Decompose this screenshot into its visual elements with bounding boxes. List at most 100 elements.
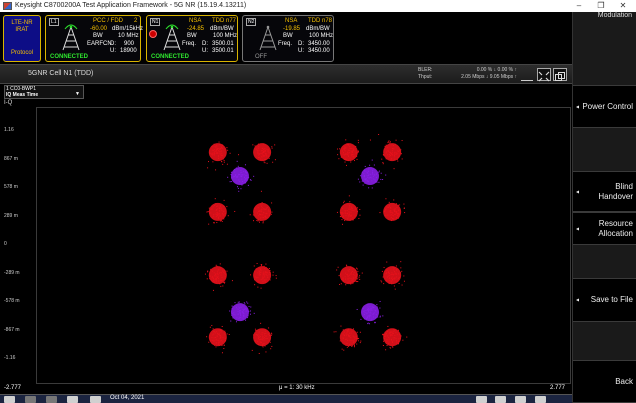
cell-power: -60.00: [90, 26, 108, 32]
constellation-point: [379, 198, 406, 222]
restore-button[interactable]: ❐: [597, 1, 605, 10]
selector-line1: 1 CC0-BWP1: [6, 86, 37, 92]
constellation-point: [206, 198, 236, 225]
cell-mode: NSA: [285, 18, 298, 24]
settings-icon[interactable]: [535, 396, 546, 403]
bw-value: 10 MHz: [118, 33, 139, 39]
bler-value: 0.00 % ↓ 0.00 % ↑: [476, 67, 517, 73]
softkey-label: Power Control: [582, 101, 633, 111]
minimize-button[interactable]: –: [576, 1, 582, 10]
antenna-tower-icon: [62, 24, 80, 51]
y-tick-label: -578 m: [4, 298, 20, 304]
cell-n1-box[interactable]: N1 NSA TDD n77 -24.85 dBm/BW BW 100 MHz …: [146, 15, 238, 62]
earfcn-label: EARFCN: [87, 41, 112, 47]
bw-label: BW: [93, 33, 103, 39]
save-to-file-softkey[interactable]: ◂ Save to File: [573, 278, 636, 322]
cell-tag: L1: [49, 18, 59, 26]
cell-band: TDD n77: [212, 18, 237, 24]
submenu-arrow-icon: ◂: [576, 226, 580, 232]
constellation-point: [252, 143, 276, 164]
y-tick-label: 289 m: [4, 212, 18, 219]
y-tick-label: 1.16: [4, 127, 14, 133]
folder-icon[interactable]: [67, 396, 78, 403]
cell-l1-box[interactable]: L1 PCC / FDD 2 -60.00 dBm/15kHz BW 10 MH…: [45, 15, 143, 62]
constellation-point: [207, 141, 240, 171]
dl-value: 3450.00: [308, 41, 330, 47]
cell-n2-box[interactable]: N2 NSA TDD n78 -19.85 dBm/BW BW 100 MHz …: [242, 15, 334, 62]
cell-head: PCC / FDD: [93, 18, 123, 24]
dl-label: D:: [110, 41, 116, 47]
power-control-softkey[interactable]: ◂ Power Control: [573, 85, 636, 128]
graph-selector-dropdown[interactable]: 1 CC0-BWP1 IQ Meas Time ▼: [4, 85, 84, 99]
panel-title: Modulation: [597, 12, 632, 19]
constellation-point: [227, 160, 255, 192]
layout-icon[interactable]: [515, 396, 526, 403]
submenu-arrow-icon: ◂: [576, 104, 580, 110]
softkey-label: Blind Handover: [598, 181, 633, 201]
iq-constellation-svg: [204, 134, 408, 354]
rat-protocol-button[interactable]: LTE-NR IRAT Protocol: [3, 15, 41, 62]
date-label: Oct 04, 2021: [110, 395, 145, 401]
start-icon[interactable]: [4, 396, 15, 403]
pause-icon[interactable]: [476, 396, 487, 403]
submenu-arrow-icon: ◂: [576, 297, 580, 304]
ul-value: 18900: [120, 48, 137, 54]
selector-line2: IQ Meas Time: [6, 92, 39, 98]
constellation-point: [369, 134, 403, 170]
data-series-red: [204, 134, 408, 354]
cell-status-header: LTE-NR IRAT Protocol L1 PCC / FDD 2 -60.…: [0, 12, 572, 64]
softkey-label: Resource Allocation: [598, 218, 633, 238]
constellation-point: [356, 300, 384, 325]
search-icon[interactable]: [90, 396, 101, 403]
y-tick-label: 867 m: [4, 155, 18, 162]
dl-value: 3500.01: [212, 41, 234, 47]
close-button[interactable]: ✕: [619, 1, 627, 10]
chevron-down-icon: ▼: [75, 91, 80, 97]
submenu-arrow-icon: ◂: [576, 189, 580, 195]
constellation-point: [336, 264, 363, 286]
rat-line1: LTE-NR: [11, 20, 33, 26]
cell-tag: N2: [246, 18, 257, 26]
connection-status: CONNECTED: [50, 54, 89, 60]
cell-power: -24.85: [187, 26, 205, 32]
cell-band: TDD n78: [308, 18, 333, 24]
blind-handover-softkey[interactable]: ◂ Blind Handover: [573, 171, 636, 212]
constellation-point: [206, 324, 230, 354]
bler-label: BLER:: [418, 67, 433, 73]
constellation-point: [250, 262, 277, 289]
connection-status: OFF: [255, 54, 267, 60]
taskbar: Oct 04, 2021: [0, 394, 572, 403]
cell-mode: NSA: [189, 18, 202, 24]
softkey-label: Save to File: [590, 295, 633, 304]
x-axis-max-label: 2.777: [550, 385, 566, 391]
constellation-point: [382, 325, 408, 351]
cell-power: -19.85: [283, 26, 301, 32]
screenshot-icon[interactable]: [495, 396, 506, 403]
ul-value: 3500.01: [212, 48, 234, 54]
constellation-point: [380, 261, 405, 290]
dl-value: 900: [124, 41, 135, 47]
y-tick-label: -289 m: [4, 269, 20, 276]
data-series-purple: [227, 159, 387, 325]
minimize-panel-icon[interactable]: [521, 68, 533, 81]
thput-value: 2.05 Mbps ↓ 9.05 Mbps ↑: [461, 74, 517, 80]
detach-window-icon[interactable]: [553, 68, 567, 81]
chart-title: I-Q: [4, 100, 13, 106]
dl-label: D:: [202, 41, 208, 47]
cell-power-unit: dBm/BW: [306, 26, 330, 32]
constellation-point: [251, 322, 273, 354]
ul-value: 3450.00: [308, 48, 330, 54]
bw-value: 100 MHz: [213, 33, 238, 39]
expand-icon[interactable]: [537, 68, 551, 82]
resource-allocation-softkey[interactable]: ◂ Resource Allocation: [573, 212, 636, 245]
bw-label: BW: [187, 33, 197, 39]
softkey-panel: Modulation ◂ Power Control ◂ Blind Hando…: [572, 12, 636, 403]
constellation-point: [333, 325, 362, 351]
dl-label: D:: [298, 41, 304, 47]
window-title: Keysight C8700200A Test Application Fram…: [15, 2, 247, 9]
back-softkey[interactable]: Back: [573, 360, 636, 403]
camera-icon[interactable]: [46, 396, 57, 403]
back-icon[interactable]: [25, 396, 36, 403]
ul-label: U:: [298, 48, 304, 54]
